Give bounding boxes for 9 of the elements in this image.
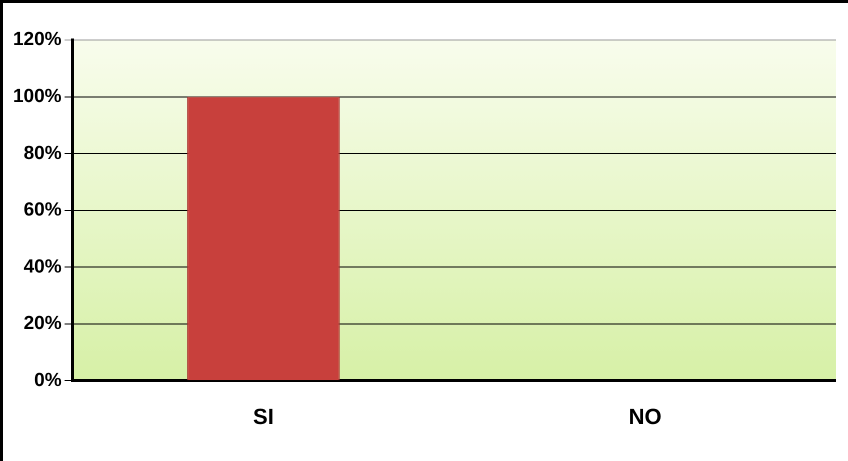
y-tick-label: 100% [12,86,62,107]
y-tick-label: 20% [24,313,62,334]
y-tick-label: 60% [24,200,62,221]
x-tick-label: NO [628,404,662,429]
x-tick-label: SI [253,404,274,429]
y-tick-label: 0% [34,370,62,391]
y-tick-label: 40% [24,256,62,278]
y-tick-label: 80% [24,142,62,164]
y-tick-label: 120% [12,29,62,50]
